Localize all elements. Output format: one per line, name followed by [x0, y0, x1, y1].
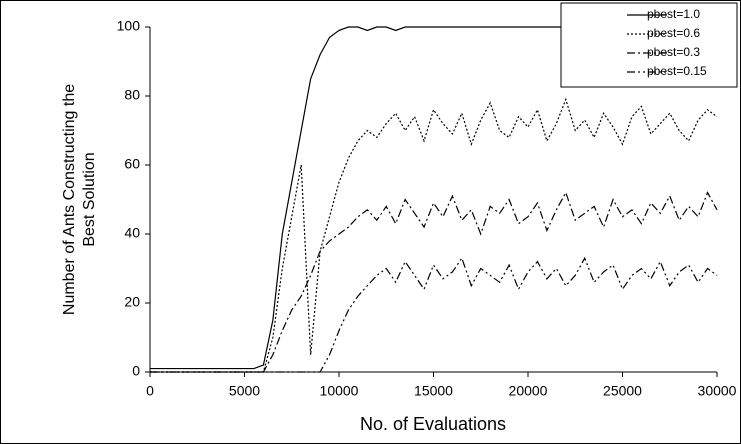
x-tick-label: 10000	[320, 383, 359, 399]
y-tick-label: 100	[117, 18, 141, 34]
legend-label: pbest=1.0	[647, 7, 700, 21]
y-tick-label: 60	[124, 156, 140, 172]
legend-label: pbest=0.6	[647, 26, 700, 40]
x-tick-label: 30000	[698, 383, 737, 399]
x-tick-label: 0	[146, 383, 154, 399]
x-axis-label: No. of Evaluations	[360, 414, 506, 434]
legend-label: pbest=0.15	[647, 64, 707, 78]
x-tick-label: 15000	[414, 383, 453, 399]
y-tick-label: 80	[124, 87, 140, 103]
x-tick-label: 5000	[229, 383, 260, 399]
y-axis-label: Number of Ants Constructing the Best Solu…	[61, 84, 98, 315]
series-line	[150, 97, 718, 373]
x-tick-label: 25000	[603, 383, 642, 399]
series-line	[150, 191, 718, 373]
y-tick-label: 20	[124, 294, 140, 310]
y-tick-label: 0	[132, 363, 140, 379]
legend-box	[560, 2, 738, 88]
y-tick-label: 40	[124, 225, 140, 241]
legend-label: pbest=0.3	[647, 45, 700, 59]
legend: pbest=1.0 pbest=0.6 pbest=0.3 pbest=0.15	[560, 2, 738, 88]
x-tick-label: 20000	[509, 383, 548, 399]
